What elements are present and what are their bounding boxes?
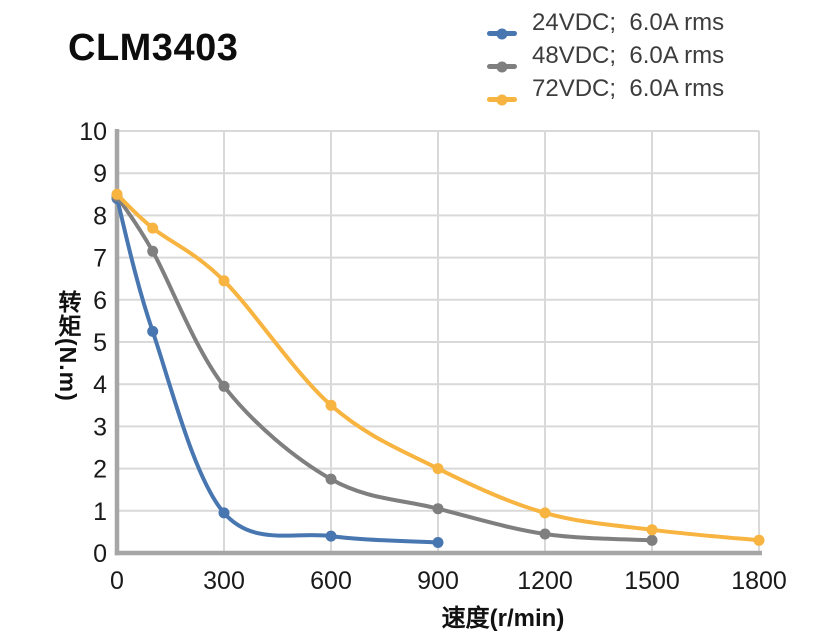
legend-marker-24vdc-line-dot-icon <box>487 31 517 36</box>
legend: 24VDC; 6.0A rms 48VDC; 6.0A rms 72VDC; 6… <box>487 6 724 105</box>
x-tick-label-600: 600 <box>310 567 352 595</box>
data-point-24vdc-600 <box>325 530 337 542</box>
series-line-72vdc <box>115 192 761 543</box>
x-tick-label-300: 300 <box>203 567 245 595</box>
data-point-48vdc-600 <box>325 473 337 485</box>
x-tick-label-1800: 1800 <box>731 567 787 595</box>
page-title: CLM3403 <box>68 27 239 69</box>
data-point-48vdc-1200 <box>539 528 551 540</box>
data-point-24vdc-300 <box>218 507 230 519</box>
data-point-72vdc-100 <box>147 222 159 234</box>
y-tick-label-7: 7 <box>93 245 107 273</box>
legend-label-48vdc: 48VDC; 6.0A rms <box>532 42 725 69</box>
data-point-72vdc-1800 <box>753 534 765 546</box>
x-tick-label-900: 900 <box>417 567 459 595</box>
y-tick-label-0: 0 <box>93 540 107 568</box>
x-tick-label-0: 0 <box>110 567 124 595</box>
legend-label-24vdc: 24VDC; 6.0A rms <box>532 9 725 36</box>
legend-item-48vdc: 48VDC; 6.0A rms <box>487 39 724 72</box>
x-tick-label-1500: 1500 <box>624 567 680 595</box>
series-line-24vdc <box>115 196 440 545</box>
y-tick-label-9: 9 <box>93 160 107 188</box>
legend-item-24vdc: 24VDC; 6.0A rms <box>487 6 724 39</box>
data-point-72vdc-300 <box>218 275 230 287</box>
data-point-24vdc-100 <box>147 325 159 337</box>
y-tick-label-6: 6 <box>93 287 107 315</box>
y-tick-label-3: 3 <box>93 413 107 441</box>
data-point-72vdc-1200 <box>539 507 551 519</box>
data-point-72vdc-900 <box>432 463 444 475</box>
data-point-24vdc-900 <box>432 537 444 548</box>
y-tick-label-4: 4 <box>93 371 107 399</box>
data-point-48vdc-900 <box>432 503 444 515</box>
data-point-72vdc-1500 <box>646 524 658 536</box>
x-axis-label: 速度(r/min) <box>441 605 565 632</box>
legend-item-72vdc: 72VDC; 6.0A rms <box>487 72 724 105</box>
series-line-48vdc <box>115 194 654 543</box>
data-point-48vdc-300 <box>218 380 230 392</box>
y-tick-label-10: 10 <box>79 118 107 146</box>
legend-label-72vdc: 72VDC; 6.0A rms <box>532 75 725 102</box>
x-tick-label-1200: 1200 <box>517 567 573 595</box>
y-tick-label-2: 2 <box>93 456 107 484</box>
legend-marker-48vdc-line-dot-icon <box>487 64 517 69</box>
data-point-72vdc-0 <box>111 188 123 200</box>
data-point-48vdc-100 <box>147 245 159 257</box>
y-tick-label-5: 5 <box>93 329 107 357</box>
y-tick-label-1: 1 <box>93 498 107 526</box>
y-axis-label: 转矩(N.m) <box>55 290 81 402</box>
y-tick-label-8: 8 <box>93 202 107 230</box>
legend-marker-72vdc-line-dot-icon <box>487 97 517 102</box>
data-point-72vdc-600 <box>325 399 337 411</box>
data-point-48vdc-1500 <box>646 534 658 546</box>
